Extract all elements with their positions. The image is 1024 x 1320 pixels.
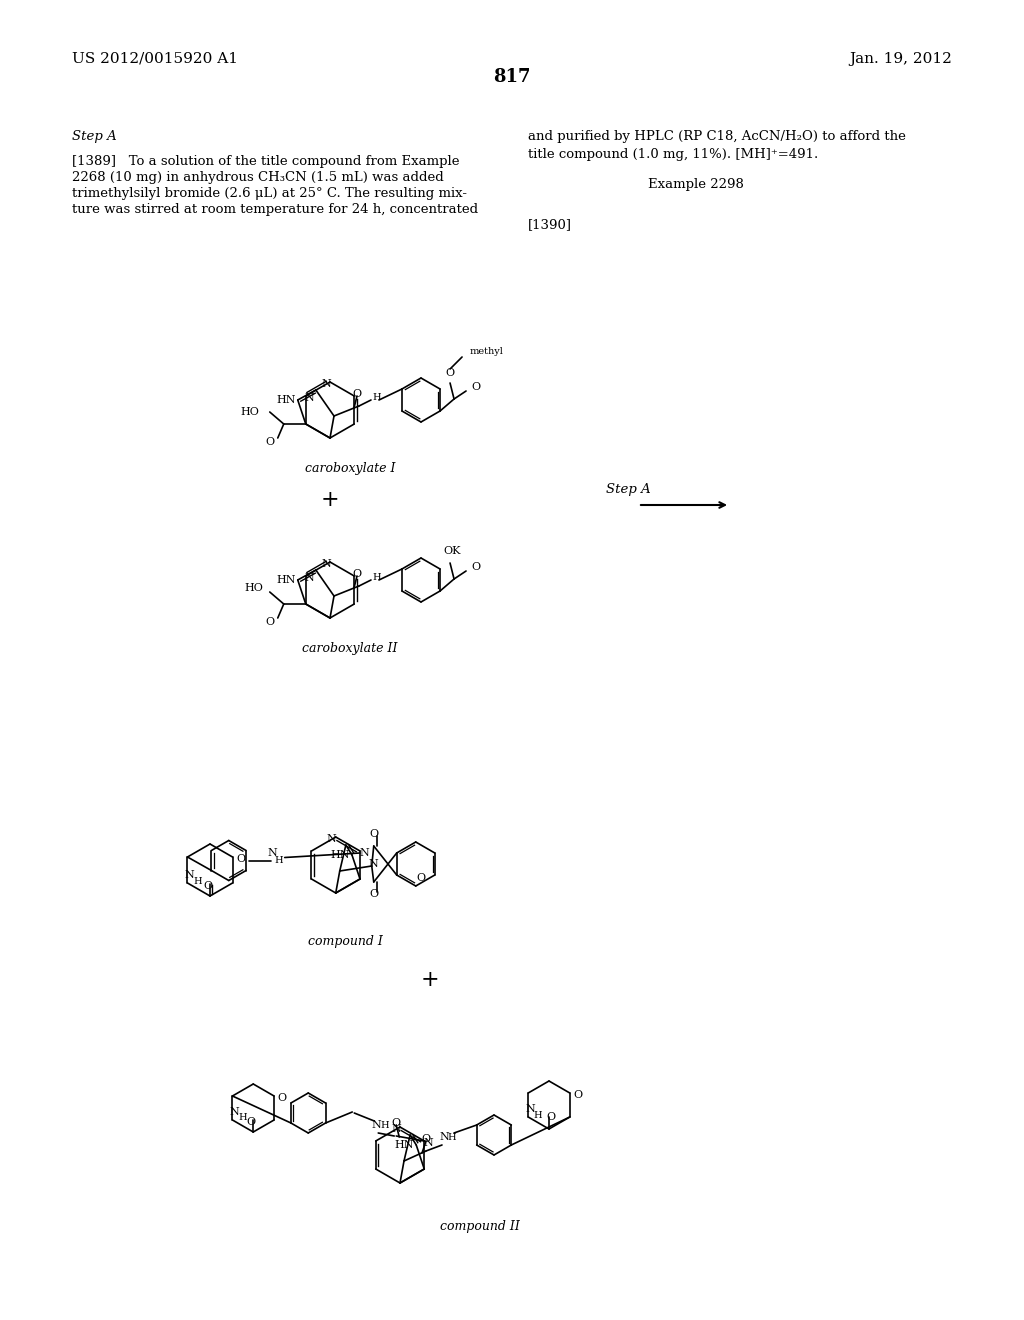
Text: compound I: compound I	[308, 935, 383, 948]
Text: trimethylsilyl bromide (2.6 μL) at 25° C. The resulting mix-: trimethylsilyl bromide (2.6 μL) at 25° C…	[72, 187, 467, 201]
Text: O: O	[265, 616, 274, 627]
Text: O: O	[445, 368, 455, 378]
Text: caroboxylate II: caroboxylate II	[302, 642, 397, 655]
Text: N: N	[439, 1133, 449, 1142]
Text: N: N	[359, 847, 369, 858]
Text: HN: HN	[276, 576, 296, 585]
Text: HN: HN	[331, 850, 350, 861]
Text: H: H	[373, 393, 381, 403]
Text: O: O	[392, 1118, 400, 1129]
Text: N: N	[268, 847, 278, 858]
Text: Jan. 19, 2012: Jan. 19, 2012	[849, 51, 952, 66]
Text: O: O	[471, 381, 480, 392]
Text: OK: OK	[443, 546, 461, 556]
Text: N: N	[305, 573, 314, 583]
Text: O: O	[236, 854, 245, 865]
Text: [1389]   To a solution of the title compound from Example: [1389] To a solution of the title compou…	[72, 154, 460, 168]
Text: compound II: compound II	[440, 1220, 520, 1233]
Text: H: H	[239, 1114, 247, 1122]
Text: HN: HN	[394, 1140, 414, 1150]
Text: and purified by HPLC (RP C18, AcCN/H₂O) to afford the: and purified by HPLC (RP C18, AcCN/H₂O) …	[528, 129, 906, 143]
Text: O: O	[471, 562, 480, 572]
Text: HO: HO	[245, 583, 263, 593]
Text: N: N	[327, 834, 337, 843]
Text: O: O	[547, 1111, 556, 1122]
Text: H: H	[194, 876, 202, 886]
Text: +: +	[421, 969, 439, 991]
Text: N: N	[305, 393, 314, 403]
Text: O: O	[573, 1090, 583, 1100]
Text: US 2012/0015920 A1: US 2012/0015920 A1	[72, 51, 238, 66]
Text: N: N	[369, 859, 379, 869]
Text: N: N	[372, 1119, 381, 1130]
Text: N: N	[423, 1138, 433, 1148]
Text: H: H	[447, 1133, 457, 1142]
Text: O: O	[247, 1117, 256, 1127]
Text: +: +	[321, 488, 339, 511]
Text: N: N	[525, 1104, 536, 1114]
Text: Example 2298: Example 2298	[648, 178, 744, 191]
Text: 2268 (10 mg) in anhydrous CH₃CN (1.5 mL) was added: 2268 (10 mg) in anhydrous CH₃CN (1.5 mL)…	[72, 172, 443, 183]
Text: Step A: Step A	[72, 129, 117, 143]
Text: H: H	[274, 855, 283, 865]
Text: title compound (1.0 mg, 11%). [MH]⁺=491.: title compound (1.0 mg, 11%). [MH]⁺=491.	[528, 148, 818, 161]
Text: N: N	[322, 558, 331, 569]
Text: 817: 817	[494, 69, 530, 86]
Text: H: H	[373, 573, 381, 582]
Text: O: O	[352, 389, 361, 399]
Text: O: O	[416, 873, 425, 883]
Text: O: O	[204, 880, 213, 891]
Text: HN: HN	[276, 395, 296, 405]
Text: HO: HO	[241, 407, 259, 417]
Text: O: O	[278, 1093, 287, 1104]
Text: O: O	[265, 437, 274, 447]
Text: N: N	[322, 379, 331, 389]
Text: methyl: methyl	[470, 346, 504, 355]
Text: ture was stirred at room temperature for 24 h, concentrated: ture was stirred at room temperature for…	[72, 203, 478, 216]
Text: O: O	[370, 829, 378, 840]
Text: caroboxylate I: caroboxylate I	[305, 462, 395, 475]
Text: N: N	[184, 870, 195, 880]
Text: Step A: Step A	[605, 483, 650, 496]
Text: N: N	[391, 1125, 400, 1134]
Text: H: H	[534, 1110, 543, 1119]
Text: N: N	[229, 1107, 240, 1117]
Text: O: O	[370, 888, 378, 899]
Text: H: H	[380, 1121, 388, 1130]
Text: [1390]: [1390]	[528, 218, 572, 231]
Text: O: O	[422, 1134, 430, 1144]
Text: O: O	[352, 569, 361, 579]
